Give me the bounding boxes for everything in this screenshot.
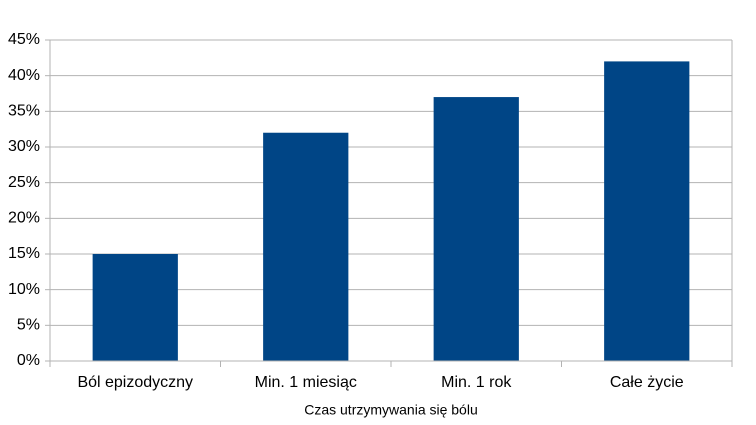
x-tick-label: Ból epizodyczny: [77, 374, 193, 391]
bar: [92, 254, 178, 361]
bar: [604, 61, 690, 362]
x-tick-label: Min. 1 miesiąc: [255, 374, 357, 391]
y-tick-label: 5%: [17, 317, 40, 334]
y-tick-label: 25%: [8, 174, 40, 191]
x-axis-label: Czas utrzymywania się bólu: [304, 402, 478, 418]
x-tick-label: Min. 1 rok: [441, 374, 512, 391]
bar: [263, 132, 349, 361]
y-tick-label: 45%: [8, 31, 40, 48]
y-tick-label: 30%: [8, 138, 40, 155]
y-tick-label: 40%: [8, 67, 40, 84]
y-tick-label: 0%: [17, 352, 40, 369]
x-tick-label: Całe życie: [610, 374, 684, 391]
y-tick-label: 35%: [8, 103, 40, 120]
y-tick-label: 20%: [8, 210, 40, 227]
bar: [433, 97, 519, 362]
y-tick-label: 10%: [8, 281, 40, 298]
y-tick-label: 15%: [8, 245, 40, 262]
